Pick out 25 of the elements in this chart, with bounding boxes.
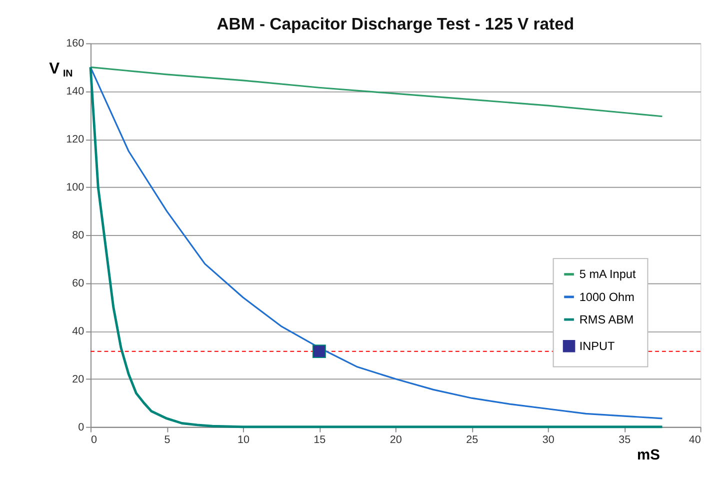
y-tick-label: 60	[72, 277, 84, 290]
legend-label: INPUT	[579, 339, 615, 354]
chart-title: ABM - Capacitor Discharge Test - 125 V rated	[216, 14, 574, 34]
y-tick-label: 140	[66, 86, 84, 98]
x-tick-label: 10	[237, 434, 250, 446]
legend-label: 1000 Ohm	[579, 290, 635, 304]
x-tick-label: 20	[390, 434, 402, 446]
line-series	[90, 66, 664, 118]
y-tick-label: 120	[66, 134, 84, 146]
y-tick-label: 40	[72, 325, 84, 338]
y-tick-label: 160	[66, 38, 84, 50]
y-tick-label: 20	[72, 373, 84, 386]
x-tick-label: 5	[164, 434, 170, 446]
x-axis-title: mS	[637, 447, 660, 464]
x-tick-label: 0	[90, 434, 97, 446]
y-tick-label: 100	[66, 182, 84, 194]
legend-label: 5 mA Input	[579, 267, 636, 282]
y-tick-label: 80	[72, 229, 84, 242]
x-tick-label: 40	[688, 434, 701, 446]
legend-label: RMS ABM	[579, 312, 634, 326]
x-tick-label: 25	[466, 434, 478, 446]
x-tick-label: 30	[542, 434, 554, 446]
y-tick-label: 0	[78, 421, 84, 434]
x-tick-label: 35	[618, 434, 631, 446]
x-tick-label: 15	[314, 434, 326, 446]
